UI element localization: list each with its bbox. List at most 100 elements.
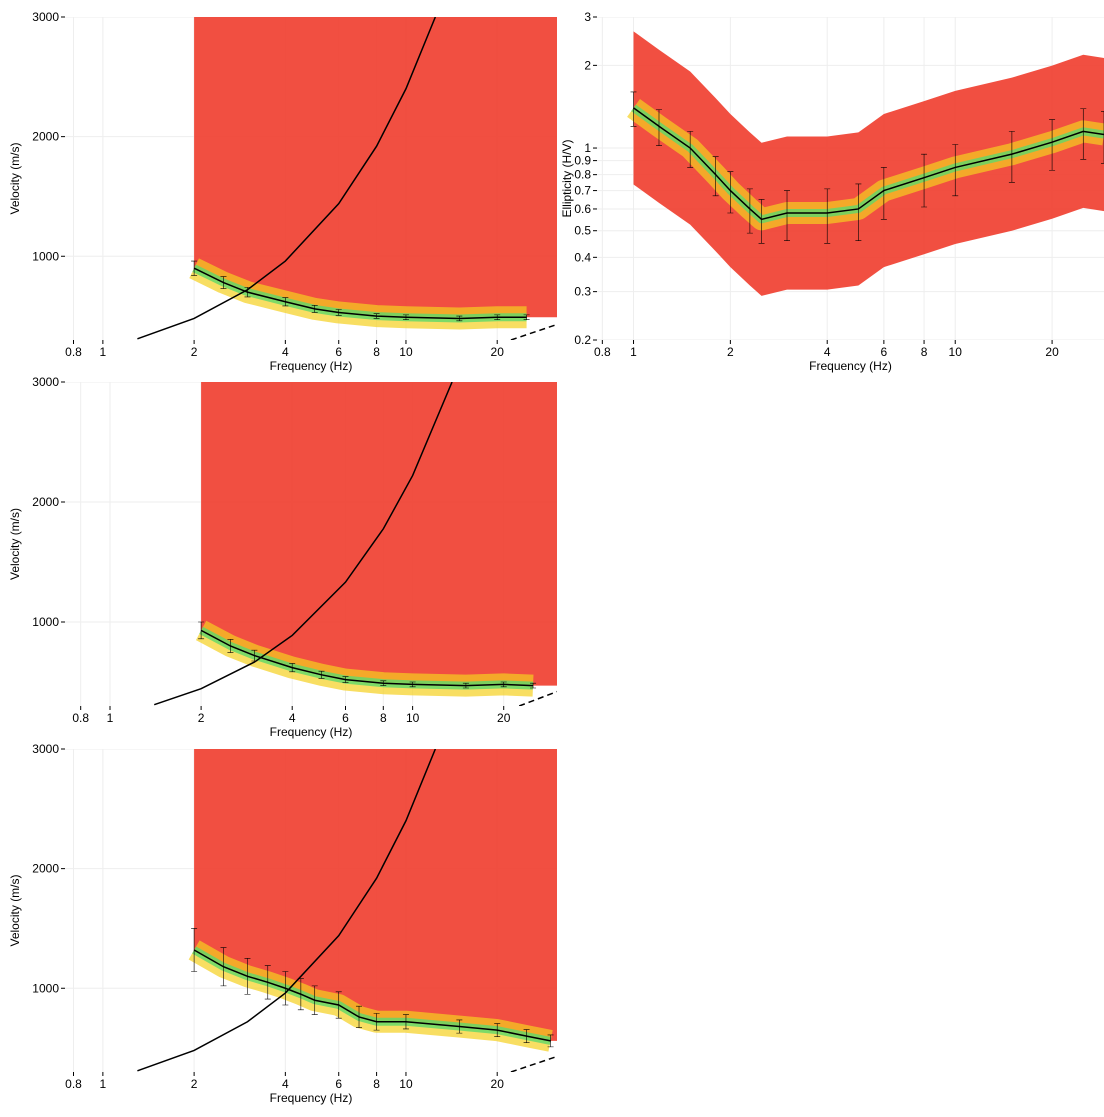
- x-tick-label: 8: [921, 345, 928, 359]
- panel: 0.8 1 2 4 6 8 10 20 1000 2000 3000 Frequency (Hz) Ve…: [8, 10, 557, 373]
- error-bar: [227, 639, 234, 653]
- y-tick-label: 3: [584, 10, 591, 24]
- x-axis-label: Frequency (Hz): [270, 1091, 353, 1105]
- curve: [137, 17, 437, 340]
- error-bar: [402, 1014, 409, 1030]
- error-bar: [289, 663, 296, 673]
- error-bar: [380, 680, 387, 686]
- y-tick-label: 1000: [32, 615, 59, 629]
- x-tick-label: 8: [380, 711, 387, 725]
- x-tick-label: 8: [373, 1077, 380, 1091]
- panel: 0.8 1 2 4 6 8 10 20 1000 2000 3000 Frequency (Hz) Ve…: [8, 742, 557, 1105]
- x-tick-label: 2: [198, 711, 205, 725]
- error-bar: [402, 314, 409, 320]
- y-tick-label: 0.4: [574, 250, 591, 264]
- x-tick-label: 0.8: [65, 345, 82, 359]
- x-axis-label: Frequency (Hz): [809, 359, 892, 373]
- x-tick-label: 2: [727, 345, 734, 359]
- error-bar: [500, 681, 507, 688]
- error-bar: [712, 156, 719, 197]
- error-bar: [952, 144, 959, 197]
- panel: 0.8 1 2 4 6 8 10 20 1000 2000 3000 Frequency (Hz) Ve…: [8, 375, 557, 739]
- x-tick-label: 4: [289, 711, 296, 725]
- error-bar: [318, 670, 325, 679]
- error-bar: [264, 965, 271, 1000]
- y-axis-label: Velocity (m/s): [8, 142, 22, 214]
- x-tick-label: 1: [100, 345, 107, 359]
- error-bar: [373, 313, 380, 319]
- y-axis-label: Ellipticity (H/V): [560, 139, 574, 217]
- error-bar: [855, 183, 862, 241]
- error-bar: [523, 314, 530, 320]
- plot-area: [597, 17, 1104, 340]
- error-bar: [1008, 131, 1015, 183]
- x-axis-label: Frequency (Hz): [270, 725, 353, 739]
- x-tick-label: 6: [881, 345, 888, 359]
- y-axis-label: Velocity (m/s): [8, 874, 22, 946]
- error-bar: [244, 958, 251, 995]
- error-bar: [530, 682, 537, 689]
- error-bar: [191, 928, 198, 972]
- x-tick-label: 10: [399, 1077, 413, 1091]
- density-area: [194, 749, 557, 1041]
- y-tick-label: 0.7: [574, 184, 591, 198]
- error-bar: [746, 188, 753, 234]
- y-tick-label: 0.2: [574, 333, 591, 347]
- x-tick-label: 10: [406, 711, 420, 725]
- curve: [510, 1055, 557, 1072]
- curve: [153, 382, 453, 706]
- error-bar: [335, 991, 342, 1019]
- y-tick-label: 2: [584, 58, 591, 72]
- x-tick-label: 4: [282, 1077, 289, 1091]
- x-axis-label: Frequency (Hz): [270, 359, 353, 373]
- error-bar: [758, 199, 765, 244]
- error-bar: [409, 681, 416, 688]
- x-tick-label: 4: [824, 345, 831, 359]
- y-axis-label: Velocity (m/s): [8, 508, 22, 580]
- y-tick-label: 0.8: [574, 168, 591, 182]
- x-tick-label: 0.8: [65, 1077, 82, 1091]
- error-bar: [687, 131, 694, 168]
- error-bar: [630, 91, 637, 127]
- error-bar: [655, 109, 662, 146]
- error-bar: [220, 947, 227, 987]
- y-tick-label: 0.6: [574, 202, 591, 216]
- x-tick-label: 0.8: [594, 345, 611, 359]
- x-tick-label: 20: [491, 345, 505, 359]
- error-bar: [880, 167, 887, 220]
- error-bar: [456, 1019, 463, 1034]
- error-bar: [523, 1029, 530, 1043]
- x-tick-label: 8: [373, 345, 380, 359]
- curve: [510, 323, 557, 340]
- x-tick-label: 1: [630, 345, 637, 359]
- x-tick-label: 2: [191, 1077, 198, 1091]
- y-tick-label: 1000: [32, 981, 59, 995]
- error-bar: [494, 1023, 501, 1038]
- y-tick-label: 1000: [32, 249, 59, 263]
- plot-area: [65, 382, 557, 706]
- x-tick-label: 10: [949, 345, 963, 359]
- error-bar: [456, 315, 463, 322]
- error-bar: [311, 305, 318, 313]
- error-bar: [342, 676, 349, 683]
- x-tick-label: 0.8: [72, 711, 89, 725]
- plot-area: [65, 17, 557, 340]
- error-bar: [282, 971, 289, 1006]
- error-bar: [220, 276, 227, 289]
- error-bar: [373, 1013, 380, 1031]
- panel: 0.8 1 2 4 6 8 10 200.20.30.40.50.60.70.80.9123F…: [560, 10, 1104, 373]
- curve: [518, 690, 557, 706]
- error-bar: [494, 314, 501, 320]
- x-tick-label: 2: [191, 345, 198, 359]
- density-area: [194, 17, 557, 319]
- y-tick-label: 0.5: [574, 224, 591, 238]
- error-bar: [462, 682, 469, 689]
- y-tick-label: 3000: [32, 375, 59, 389]
- error-bar: [1049, 119, 1056, 171]
- error-bar: [282, 297, 289, 307]
- curve: [137, 749, 437, 1072]
- error-bar: [311, 985, 318, 1015]
- error-bar: [547, 1034, 554, 1048]
- x-tick-label: 6: [335, 345, 342, 359]
- x-tick-label: 20: [497, 711, 511, 725]
